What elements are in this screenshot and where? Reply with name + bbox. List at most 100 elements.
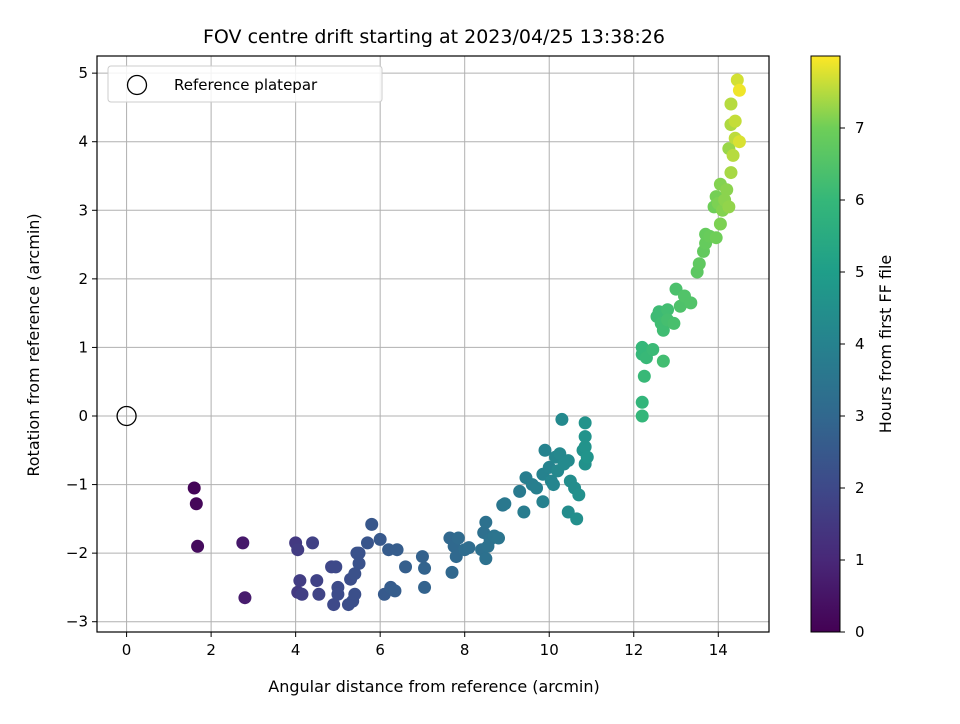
data-point: [517, 505, 531, 519]
y-tick-label: −1: [66, 476, 88, 494]
data-point: [637, 369, 651, 383]
data-point: [732, 135, 746, 149]
y-axis-ticks: −3 −2 −1 0 1 2 3 4 5: [66, 64, 97, 631]
data-point: [352, 556, 366, 570]
data-point: [492, 531, 506, 545]
data-point: [451, 531, 465, 545]
colorbar-tick-label: 4: [855, 335, 865, 353]
y-tick-label: 5: [78, 64, 88, 82]
data-point: [418, 561, 432, 575]
data-point: [580, 450, 594, 464]
data-point: [713, 217, 727, 231]
data-point: [728, 114, 742, 128]
colorbar-tick-label: 2: [855, 479, 865, 497]
data-point: [661, 303, 675, 317]
y-tick-label: 2: [78, 270, 88, 288]
data-point: [673, 299, 687, 313]
colorbar: 0 1 2 3 4 5 6 7 Hours from first FF file: [810, 55, 895, 641]
data-point: [390, 543, 404, 557]
data-point: [291, 543, 305, 557]
x-axis-label: Angular distance from reference (arcmin): [268, 677, 599, 696]
legend-box: [107, 65, 383, 103]
data-point: [479, 552, 493, 566]
data-point: [684, 296, 698, 310]
data-point: [732, 83, 746, 97]
data-point: [236, 536, 250, 550]
data-point: [726, 148, 740, 162]
data-point: [570, 512, 584, 526]
data-point: [187, 481, 201, 495]
colorbar-tick-label: 1: [855, 551, 865, 569]
data-point: [538, 443, 552, 457]
data-point: [667, 316, 681, 330]
colorbar-label: Hours from first FF file: [876, 255, 895, 434]
data-point: [327, 598, 341, 612]
data-point: [348, 567, 362, 581]
data-point: [293, 574, 307, 588]
data-point: [418, 580, 432, 594]
data-point: [479, 515, 493, 529]
data-point: [536, 495, 550, 509]
data-point: [295, 587, 309, 601]
data-point: [692, 257, 706, 271]
data-point: [578, 440, 592, 454]
y-tick-label: 4: [78, 133, 88, 151]
legend: Reference platepar: [107, 65, 383, 103]
data-point: [635, 395, 649, 409]
colorbar-tick-label: 3: [855, 407, 865, 425]
x-tick-label: 0: [122, 641, 132, 659]
legend-reference-marker: [126, 74, 148, 96]
colorbar-tick-label: 6: [855, 191, 865, 209]
data-point: [578, 416, 592, 430]
data-point: [635, 409, 649, 423]
x-tick-label: 4: [291, 641, 301, 659]
legend-entry-reference: Reference platepar: [174, 76, 318, 94]
data-point: [646, 342, 660, 356]
data-point: [365, 517, 379, 531]
data-point: [310, 574, 324, 588]
colorbar-tick-label: 0: [855, 623, 865, 641]
data-point: [191, 539, 205, 553]
data-point: [415, 550, 429, 564]
x-tick-label: 8: [460, 641, 470, 659]
data-point: [352, 546, 366, 560]
data-point: [572, 488, 586, 502]
plot-frame: [96, 55, 770, 633]
x-tick-label: 10: [540, 641, 559, 659]
data-point: [348, 587, 362, 601]
data-point: [724, 166, 738, 180]
data-point: [306, 536, 320, 550]
y-tick-label: 1: [78, 338, 88, 356]
data-point: [635, 340, 649, 354]
data-point: [331, 587, 345, 601]
data-point: [724, 97, 738, 111]
data-point: [388, 584, 402, 598]
data-point: [730, 73, 744, 87]
data-point: [656, 354, 670, 368]
data-point: [513, 484, 527, 498]
data-point: [530, 481, 544, 495]
y-axis-label: Rotation from reference (arcmin): [24, 213, 43, 476]
data-point: [720, 183, 734, 197]
data-point: [445, 565, 459, 579]
colorbar-tick-label: 5: [855, 263, 865, 281]
x-tick-label: 6: [375, 641, 385, 659]
reference-marker-group: [116, 405, 137, 427]
colorbar-gradient: [810, 55, 841, 633]
y-tick-label: −2: [66, 544, 88, 562]
data-point: [498, 497, 512, 511]
data-point: [399, 560, 413, 574]
data-point: [373, 532, 387, 546]
data-point: [238, 591, 252, 605]
data-point: [546, 478, 560, 492]
data-point: [709, 231, 723, 245]
y-tick-label: 0: [78, 407, 88, 425]
reference-platepar-marker: [116, 405, 137, 427]
data-point: [462, 541, 476, 555]
x-axis-ticks: 0 2 4 6 8 10 12 14: [122, 632, 728, 659]
data-points: [187, 73, 746, 612]
x-tick-label: 12: [624, 641, 643, 659]
data-point: [189, 497, 203, 511]
